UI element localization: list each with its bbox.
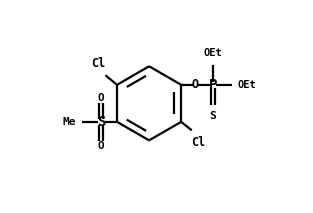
Text: S: S: [209, 111, 216, 121]
Text: O: O: [191, 78, 198, 91]
Text: O: O: [98, 92, 105, 102]
Text: OEt: OEt: [237, 80, 256, 90]
Text: O: O: [98, 141, 105, 151]
Text: P: P: [209, 78, 217, 92]
Text: OEt: OEt: [203, 48, 222, 58]
Text: S: S: [97, 115, 105, 129]
Text: Cl: Cl: [192, 136, 206, 149]
Text: Me: Me: [62, 117, 76, 127]
Text: Cl: Cl: [91, 57, 106, 70]
